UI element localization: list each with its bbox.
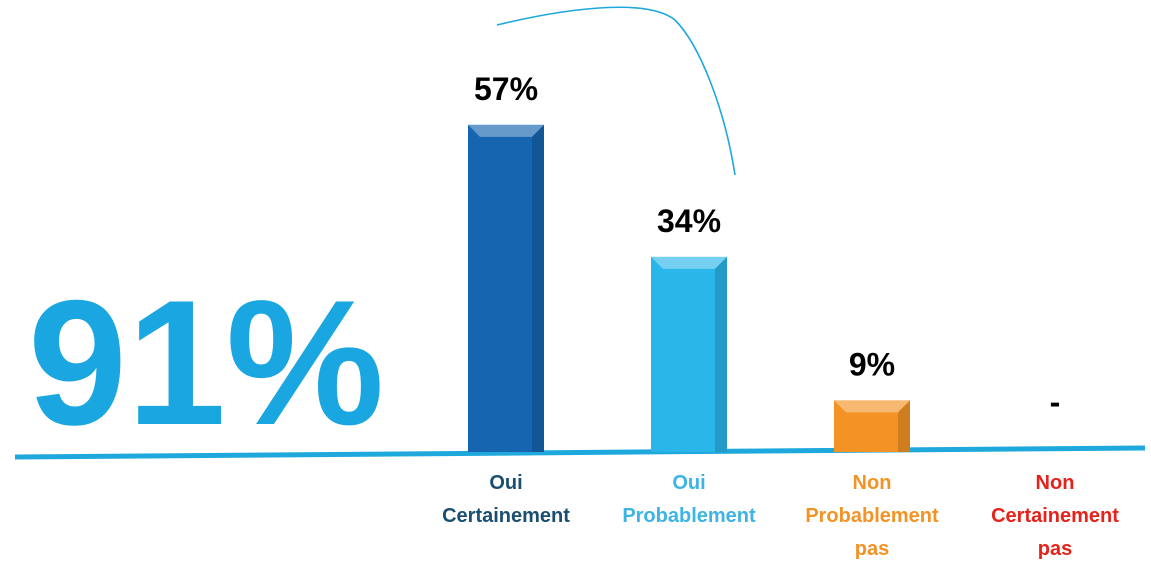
category-label: Non Probablement pas [805,472,939,560]
bar [834,400,910,452]
value-label: - [1050,384,1061,420]
bar-bevel [651,256,727,269]
category-label: Oui Probablement [622,472,756,527]
annotation: 91% [28,263,384,462]
value-label: 57% [474,71,538,107]
value-label: 9% [849,346,895,382]
bar-bevel [834,400,910,413]
category-label: Oui Certainement [442,472,570,527]
bar-bevel [532,124,544,452]
baseline [14,445,1146,460]
bar-bevel [468,124,544,137]
bar [651,256,727,452]
value-label: 34% [657,203,721,239]
category-label: Non Certainement pas [991,472,1119,560]
bar-bevel [715,256,727,452]
bar [468,124,544,452]
decorative-curve [496,6,736,176]
bar-bevel [898,400,910,452]
